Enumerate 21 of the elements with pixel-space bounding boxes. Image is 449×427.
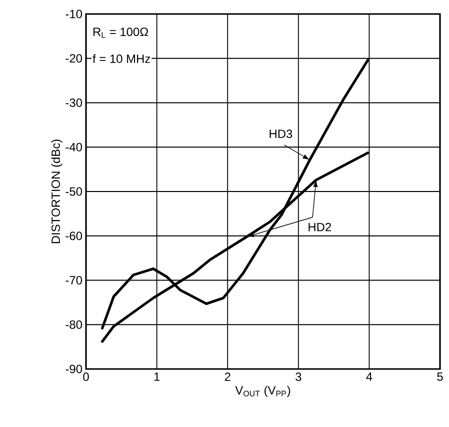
y-tick-label: -90 bbox=[66, 364, 82, 374]
x-tick-label: 1 bbox=[154, 372, 160, 381]
x-tick-label: 2 bbox=[224, 372, 230, 381]
y-axis-title: DISTORTION (dBc) bbox=[51, 140, 62, 244]
y-tick-label: -30 bbox=[66, 98, 82, 107]
x-axis-title: V$_{OUT}$ (V$_{PP}$) bbox=[235, 386, 290, 397]
y-tick-label: -70 bbox=[66, 276, 82, 284]
x-tick-label: 0 bbox=[83, 372, 89, 381]
y-tick-label: -10 bbox=[66, 10, 82, 18]
y-tick-label: -20 bbox=[66, 54, 82, 63]
y-tick-label: -40 bbox=[66, 142, 82, 152]
text: HD3 bbox=[270, 130, 292, 138]
annotation: f = 10 MHz bbox=[92, 54, 150, 64]
annotation: R$_{L}$ = 100Ω bbox=[93, 28, 148, 38]
x-tick-label: 3 bbox=[296, 372, 302, 381]
y-tick-label: -60 bbox=[66, 232, 82, 240]
legend-label: HD2 bbox=[308, 222, 331, 232]
y-tick-label: -80 bbox=[66, 320, 82, 329]
y-tick-label: -50 bbox=[66, 187, 82, 196]
x-tick-label: 5 bbox=[437, 372, 443, 381]
x-tick-label: 4 bbox=[366, 372, 372, 381]
